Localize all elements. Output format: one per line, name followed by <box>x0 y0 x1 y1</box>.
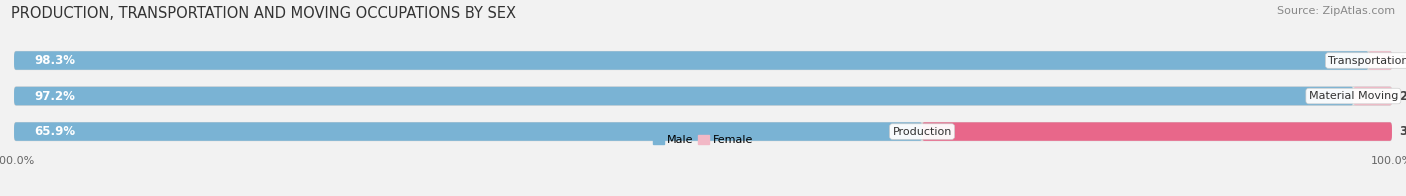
Text: 97.2%: 97.2% <box>35 90 76 103</box>
FancyBboxPatch shape <box>1368 51 1392 70</box>
Text: 2.8%: 2.8% <box>1399 90 1406 103</box>
Text: 65.9%: 65.9% <box>35 125 76 138</box>
FancyBboxPatch shape <box>1354 87 1392 105</box>
Legend: Male, Female: Male, Female <box>648 130 758 150</box>
Text: Material Moving: Material Moving <box>1309 91 1398 101</box>
Text: Production: Production <box>893 127 952 137</box>
Text: PRODUCTION, TRANSPORTATION AND MOVING OCCUPATIONS BY SEX: PRODUCTION, TRANSPORTATION AND MOVING OC… <box>11 6 516 21</box>
FancyBboxPatch shape <box>922 122 1392 141</box>
FancyBboxPatch shape <box>14 122 1392 141</box>
Text: 1.7%: 1.7% <box>1399 54 1406 67</box>
FancyBboxPatch shape <box>14 51 1392 70</box>
FancyBboxPatch shape <box>14 51 1368 70</box>
Text: Transportation: Transportation <box>1329 55 1406 65</box>
Text: Source: ZipAtlas.com: Source: ZipAtlas.com <box>1277 6 1395 16</box>
FancyBboxPatch shape <box>14 122 922 141</box>
FancyBboxPatch shape <box>14 87 1392 105</box>
FancyBboxPatch shape <box>14 87 1354 105</box>
Text: 98.3%: 98.3% <box>35 54 76 67</box>
Text: 34.1%: 34.1% <box>1399 125 1406 138</box>
